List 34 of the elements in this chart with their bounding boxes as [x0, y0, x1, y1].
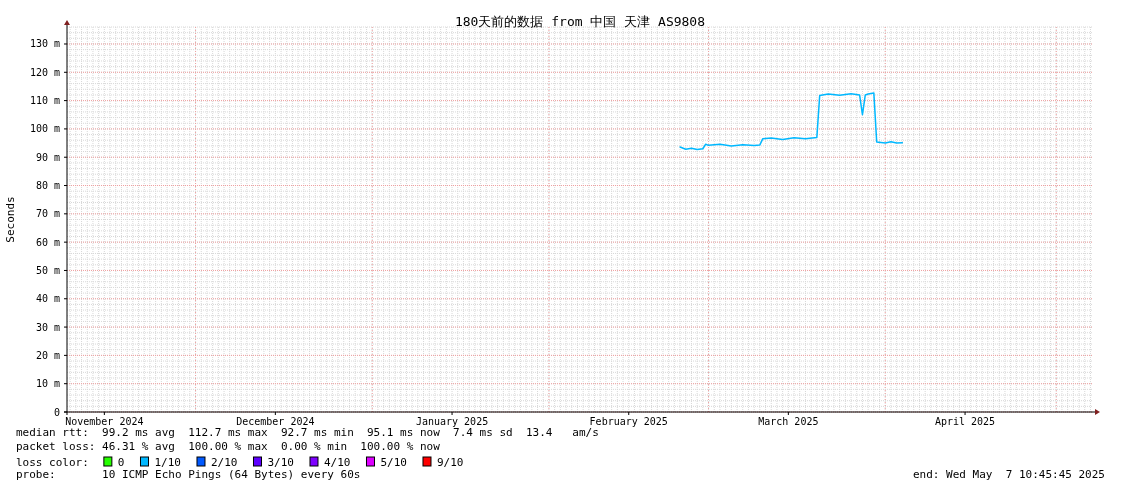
legend-title: loss color:	[16, 456, 89, 469]
x-tick-label: March 2025	[758, 416, 819, 427]
y-axis-title: Seconds	[4, 196, 17, 243]
y-tick-label: 90 m	[35, 151, 60, 163]
legend-label: 5/10	[380, 456, 407, 469]
x-tick-label: November 2024	[65, 416, 144, 427]
x-tick-label: December 2024	[236, 416, 315, 427]
legend-label: 3/10	[267, 456, 294, 469]
y-tick-label: 80 m	[35, 180, 60, 192]
chart-title: 180天前的数据 from 中国 天津 AS9808	[454, 14, 706, 29]
y-tick-label: 60 m	[35, 236, 60, 248]
y-tick-label: 100 m	[29, 123, 60, 135]
text: probe: 10 ICMP Echo Pings (64 Bytes) every 60s	[16, 468, 361, 481]
y-tick-label: 130 m	[29, 38, 60, 50]
y-tick-label: 70 m	[35, 208, 60, 220]
text: packet loss: 46.31 % avg 100.00 % max 0.00 % min 100.00 % now	[16, 440, 441, 453]
x-tick-label: April 2025	[934, 416, 996, 427]
y-tick-label: 30 m	[35, 321, 60, 333]
legend-label: 0	[117, 456, 125, 469]
y-tick-label: 110 m	[29, 95, 60, 107]
legend-label: 1/10	[154, 456, 181, 469]
y-tick-label: 120 m	[29, 66, 60, 78]
x-tick-label: January 2025	[415, 416, 489, 427]
text: end: Wed May 7 10:45:45 2025	[912, 468, 1105, 481]
y-tick-label: 10 m	[35, 378, 60, 390]
y-tick-label: 20 m	[35, 349, 60, 361]
line-series	[679, 92, 904, 151]
y-tick-label: 0	[53, 406, 60, 418]
y-tick-label: 50 m	[35, 264, 60, 276]
legend-label: 9/10	[436, 456, 464, 469]
legend-label: 2/10	[210, 456, 238, 469]
y-tick-label: 40 m	[35, 293, 60, 305]
x-tick-label: February 2025	[589, 416, 668, 427]
legend-label: 4/10	[323, 456, 351, 469]
